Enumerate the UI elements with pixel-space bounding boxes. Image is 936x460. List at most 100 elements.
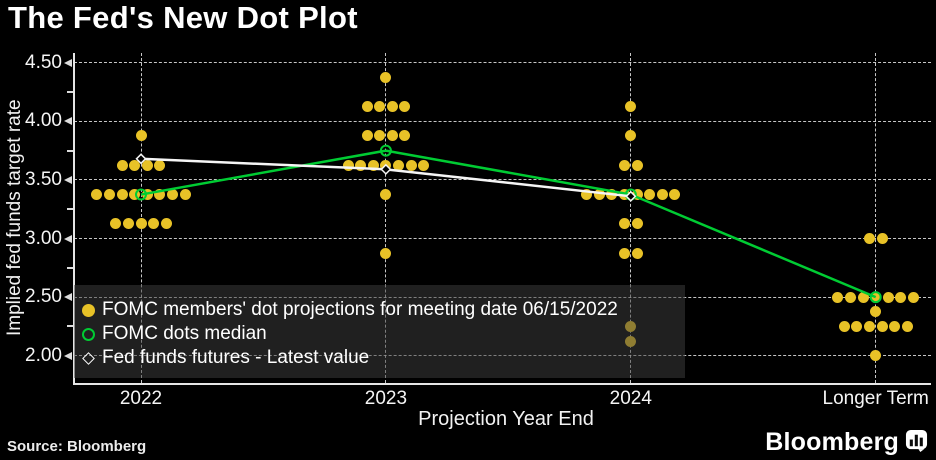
- legend-hollow-diamond-icon: [82, 351, 95, 365]
- fomc-dot: [656, 189, 668, 201]
- y-tick-label: 4.00: [25, 110, 62, 132]
- legend-label: FOMC dots median: [102, 323, 267, 344]
- fomc-dot: [619, 247, 630, 259]
- fomc-dot: [418, 159, 430, 171]
- x-grid-line: [385, 53, 387, 383]
- futures-marker-icon: [625, 190, 637, 202]
- y-tick-label: 2.00: [25, 344, 62, 366]
- fomc-dot: [160, 218, 172, 230]
- y-tick-arrow-icon: [64, 351, 72, 360]
- x-tick-label: 2024: [609, 388, 652, 409]
- fomc-dot: [386, 130, 398, 142]
- y-tick-arrow-icon: [64, 58, 72, 67]
- legend-label: FOMC members' dot projections for meetin…: [102, 299, 618, 320]
- futures-marker-icon: [135, 153, 147, 165]
- fomc-dot: [135, 218, 147, 230]
- legend-item: FOMC dots median: [82, 322, 685, 346]
- legend-box: FOMC members' dot projections for meetin…: [74, 285, 685, 378]
- fomc-dot: [110, 218, 122, 230]
- bloomberg-logo-icon: [905, 429, 928, 457]
- fomc-dot: [845, 291, 856, 303]
- legend-label: Fed funds futures - Latest value: [102, 347, 370, 368]
- fomc-dot: [91, 189, 103, 201]
- y-minor-tick-icon: [67, 149, 73, 152]
- fomc-dot: [631, 218, 643, 230]
- fomc-dot: [631, 247, 643, 259]
- fomc-dot: [405, 159, 417, 171]
- fomc-dot: [851, 320, 863, 332]
- y-tick-label: 3.00: [25, 227, 62, 249]
- y-tick-label: 3.50: [25, 168, 62, 190]
- y-tick-label: 2.50: [25, 286, 62, 308]
- fomc-dot: [581, 189, 593, 201]
- fomc-dot: [342, 159, 354, 171]
- y-minor-tick-icon: [67, 91, 73, 93]
- x-axis-title: Projection Year End: [418, 408, 594, 430]
- bloomberg-wordmark: Bloomberg: [765, 428, 899, 456]
- bloomberg-logo: Bloomberg: [765, 428, 928, 457]
- x-tick-label: Longer Term: [822, 388, 929, 409]
- fomc-dot: [116, 189, 128, 201]
- x-tick-label: 2022: [119, 388, 163, 409]
- fomc-dot: [631, 159, 643, 171]
- fomc-dot: [367, 159, 379, 171]
- x-axis-line: [73, 383, 931, 385]
- y-minor-tick-icon: [67, 266, 73, 269]
- chart-title: The Fed's New Dot Plot: [8, 0, 358, 35]
- fomc-dot: [895, 291, 907, 303]
- y-grid-line: [74, 179, 931, 181]
- fomc-dot: [122, 218, 134, 230]
- futures-marker-icon: [380, 163, 392, 175]
- fomc-dot: [361, 130, 373, 142]
- y-tick-label: 4.50: [25, 51, 62, 73]
- x-tick-label: 2023: [364, 388, 408, 409]
- fomc-dot: [179, 189, 191, 201]
- legend-item: FOMC members' dot projections for meetin…: [82, 298, 685, 322]
- fomc-dot: [380, 247, 392, 259]
- fomc-dot: [393, 159, 404, 171]
- fomc-dot: [619, 159, 630, 171]
- fomc-dot: [631, 189, 643, 201]
- fomc-dot: [167, 189, 178, 201]
- legend-hollow-circle-icon: [82, 327, 95, 341]
- fomc-dot: [619, 218, 630, 230]
- fomc-dot: [380, 189, 392, 201]
- fomc-dot: [374, 130, 386, 142]
- fomc-dot: [129, 159, 141, 171]
- fomc-dot: [141, 159, 153, 171]
- median-line: [140, 149, 877, 299]
- fomc-dot: [908, 291, 919, 303]
- y-minor-tick-icon: [67, 208, 73, 211]
- fomc-dot: [135, 130, 147, 142]
- y-tick-arrow-icon: [64, 293, 72, 302]
- fomc-dot: [870, 350, 882, 362]
- y-axis-line: [73, 53, 75, 383]
- fomc-dot: [148, 218, 160, 230]
- x-grid-line: [140, 53, 142, 383]
- y-tick-arrow-icon: [64, 117, 72, 126]
- fomc-dot: [355, 159, 367, 171]
- fomc-dot: [374, 101, 386, 113]
- fomc-dot: [625, 130, 637, 142]
- fomc-dot: [386, 101, 398, 113]
- x-grid-line: [630, 53, 632, 383]
- fomc-dot: [889, 320, 901, 332]
- x-grid-line: [875, 53, 877, 383]
- fomc-dot: [838, 320, 850, 332]
- fomc-dot: [399, 130, 411, 142]
- median-marker-icon: [135, 188, 147, 201]
- y-grid-line: [74, 238, 931, 239]
- fomc-dot: [863, 320, 875, 332]
- fomc-dot: [644, 189, 656, 201]
- fomc-dot: [380, 71, 392, 83]
- y-tick-arrow-icon: [64, 234, 72, 243]
- source-text: Source: Bloomberg: [7, 438, 147, 455]
- fomc-dot: [593, 189, 605, 201]
- fomc-dot: [116, 159, 128, 171]
- fomc-dot: [901, 320, 913, 332]
- fomc-dot: [882, 291, 894, 303]
- fomc-dot: [399, 101, 411, 113]
- fomc-dot: [832, 291, 844, 303]
- legend-filled-circle-icon: [82, 303, 95, 317]
